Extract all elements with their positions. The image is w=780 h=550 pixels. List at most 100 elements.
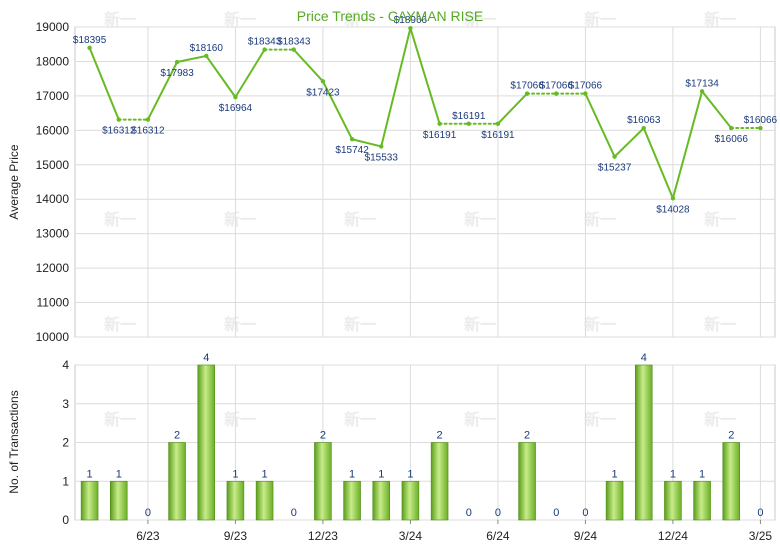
transactions-ytick-label: 1 [62, 474, 69, 488]
watermark-text: 新一 [224, 315, 256, 334]
transaction-count-label: 0 [145, 507, 151, 519]
price-point [320, 79, 326, 84]
watermark-text: 新一 [104, 210, 136, 229]
watermark-text: 新一 [344, 315, 376, 334]
watermark-text: 新一 [584, 410, 616, 429]
watermark-text: 新一 [464, 210, 496, 229]
transaction-bar [255, 480, 274, 521]
price-line-segment [496, 92, 529, 125]
transaction-count-label: 1 [407, 468, 413, 480]
transaction-bar [722, 442, 741, 521]
price-ytick-label: 12000 [36, 261, 70, 275]
transactions-ytick-label: 3 [62, 397, 69, 411]
transaction-count-label: 2 [524, 430, 530, 442]
transaction-bar [664, 480, 682, 521]
transaction-count-label: 1 [232, 468, 238, 480]
price-line-segment [205, 54, 237, 99]
price-point [204, 53, 209, 59]
transaction-count-label: 2 [320, 430, 326, 442]
grid-layer [74, 26, 776, 521]
watermark-text: 新一 [224, 210, 256, 229]
price-line-series [87, 25, 763, 201]
transaction-count-label: 1 [670, 468, 676, 480]
price-value-label: $18160 [190, 43, 224, 54]
watermark-text: 新一 [344, 210, 376, 229]
price-value-label: $16964 [219, 103, 253, 114]
price-line-segment [380, 27, 412, 148]
watermark-text: 新一 [104, 410, 136, 429]
transaction-bar [109, 480, 128, 521]
price-point [145, 117, 151, 122]
transactions-axis-title: No. of Transactions [7, 390, 21, 493]
price-value-label: $15742 [335, 145, 369, 156]
axis-layer: 1000011000120001300014000150001600017000… [36, 20, 773, 543]
price-axis-title: Average Price [7, 144, 21, 219]
price-ytick-label: 17000 [36, 89, 70, 103]
price-value-label: $18343 [277, 37, 311, 48]
price-point [729, 125, 734, 131]
price-point [699, 89, 705, 94]
price-line-segment [409, 27, 441, 125]
transaction-count-label: 0 [466, 507, 472, 519]
price-point [174, 59, 180, 65]
transaction-bar [197, 364, 216, 521]
price-value-label: $16063 [627, 115, 661, 126]
price-point [87, 45, 92, 51]
watermark-text: 新一 [584, 210, 616, 229]
price-ytick-label: 16000 [36, 123, 70, 137]
price-value-label: $14028 [656, 204, 690, 215]
price-point [291, 47, 296, 52]
price-value-label: $16066 [715, 134, 749, 145]
price-value-label: $15533 [365, 152, 399, 163]
price-value-label: $17066 [569, 81, 603, 92]
price-ytick-label: 18000 [36, 54, 70, 68]
transaction-count-label: 1 [612, 468, 618, 480]
price-line-segment [613, 127, 645, 158]
price-line-segment [584, 92, 616, 158]
watermark-text: 新一 [104, 10, 136, 29]
price-value-label: $16191 [481, 130, 515, 141]
price-line-segment [321, 80, 354, 141]
price-point [612, 154, 617, 159]
transactions-ytick-label: 4 [62, 358, 69, 372]
price-point [408, 25, 413, 31]
price-point [262, 47, 267, 52]
price-line-segment [176, 54, 208, 64]
price-line-segment [88, 46, 120, 121]
watermark-text: 新一 [224, 10, 256, 29]
transaction-count-label: 4 [203, 352, 209, 364]
xtick-label: 3/24 [399, 529, 423, 543]
price-point [466, 121, 471, 126]
transaction-bar [372, 480, 391, 521]
price-point [116, 117, 121, 122]
price-line-segment [351, 138, 383, 148]
watermark-text: 新一 [224, 410, 256, 429]
price-point [641, 125, 646, 131]
price-point [670, 196, 676, 201]
watermark-text: 新一 [704, 315, 736, 334]
transaction-count-label: 1 [262, 468, 268, 480]
price-point [554, 91, 559, 96]
bar-series [80, 364, 741, 521]
price-line-segment [146, 61, 179, 121]
price-value-label: $16191 [423, 130, 457, 141]
price-ytick-label: 15000 [36, 158, 70, 172]
transaction-count-label: 0 [757, 507, 763, 519]
xtick-label: 9/24 [574, 529, 598, 543]
transaction-count-label: 2 [728, 430, 734, 442]
price-point [379, 144, 384, 149]
price-ytick-label: 19000 [36, 20, 70, 34]
transaction-count-label: 1 [378, 468, 384, 480]
price-ytick-label: 14000 [36, 192, 70, 206]
transaction-bar [518, 442, 536, 521]
chart-title: Price Trends - CAYMAN RISE [297, 8, 483, 24]
price-value-label: $17423 [306, 87, 340, 98]
watermark-text: 新一 [344, 10, 376, 29]
price-value-label: $18343 [248, 37, 282, 48]
transaction-count-label: 1 [349, 468, 355, 480]
watermark-text: 新一 [584, 10, 616, 29]
transaction-bar [605, 480, 624, 521]
price-value-label: $17066 [510, 81, 544, 92]
